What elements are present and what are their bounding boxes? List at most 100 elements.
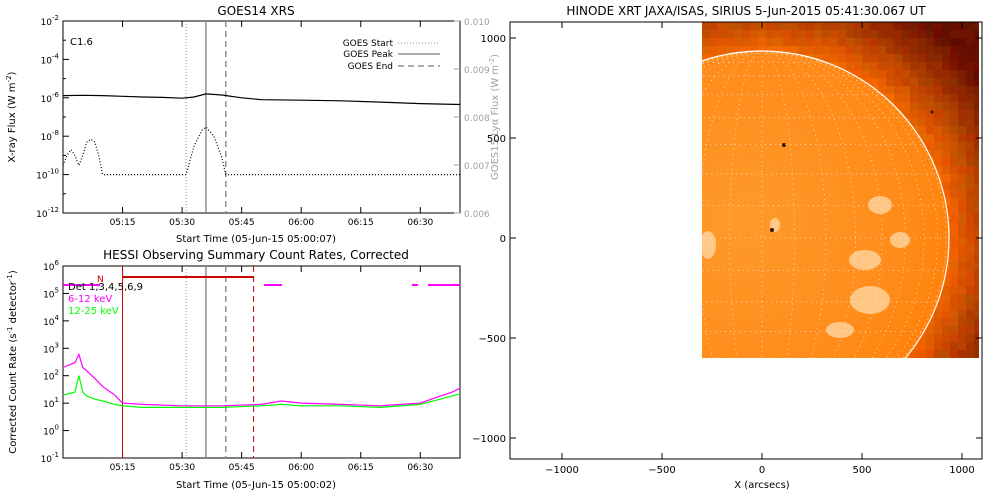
xrt-corona-pixel [966,102,974,110]
xrt-corona-pixel [974,22,979,30]
xrt-corona-pixel [958,270,966,278]
xrt-corona-pixel [838,22,846,30]
xrt-corona-pixel [870,30,878,38]
xrt-corona-pixel [950,54,958,62]
xrt-corona-pixel [950,22,958,30]
xrt-corona-pixel [942,278,950,286]
xrt-corona-pixel [942,158,950,166]
xrt-corona-pixel [926,326,934,334]
xrt-corona-pixel [974,326,979,334]
xrt-corona-pixel [806,30,814,38]
xrt-corona-pixel [862,70,870,78]
xrt-corona-pixel [974,54,979,62]
xrt-corona-pixel [870,38,878,46]
xrt-corona-pixel [918,126,926,134]
xrt-corona-pixel [950,222,958,230]
xrt-corona-pixel [974,190,979,198]
xrt-corona-pixel [878,46,886,54]
xrt-corona-pixel [958,38,966,46]
xrt-corona-pixel [878,62,886,70]
xrt-corona-pixel [894,38,902,46]
xrt-corona-pixel [830,54,838,62]
xrt-corona-pixel [710,30,718,38]
xrt-bright-region [826,322,854,338]
xrt-corona-pixel [958,46,966,54]
xrt-corona-pixel [846,30,854,38]
xrt-corona-pixel [974,166,979,174]
xrt-corona-pixel [966,166,974,174]
xrt-corona-pixel [894,70,902,78]
xrt-corona-pixel [974,142,979,150]
goes-legend: GOES Start GOES Peak GOES End [343,39,440,72]
xrt-corona-pixel [710,46,718,54]
xrt-corona-pixel [870,78,878,86]
xrt-corona-pixel [702,38,710,46]
xrt-corona-pixel [734,46,742,54]
xrt-corona-pixel [950,174,958,182]
xrt-corona-pixel [974,254,979,262]
xrt-corona-pixel [894,54,902,62]
xrt-corona-pixel [806,38,814,46]
xrt-corona-pixel [966,46,974,54]
xrt-corona-pixel [942,142,950,150]
xrt-corona-pixel [782,22,790,30]
hessi-ytick-label: 105 [43,286,59,300]
xrt-corona-pixel [942,78,950,86]
xrt-solar-limb [702,50,950,358]
xrt-corona-pixel [902,110,910,118]
xrt-corona-pixel [918,46,926,54]
xrt-corona-pixel [942,334,950,342]
xrt-corona-pixel [950,94,958,102]
xrt-corona-pixel [822,22,830,30]
xrt-corona-pixel [966,294,974,302]
xrt-corona-pixel [926,150,934,158]
xrt-corona-pixel [958,238,966,246]
xrt-corona-pixel [806,46,814,54]
xrt-corona-pixel [702,22,710,30]
xrt-corona-pixel [718,22,726,30]
xrt-corona-pixel [958,110,966,118]
xrt-corona-pixel [974,182,979,190]
xrt-corona-pixel [950,182,958,190]
xrt-corona-pixel [966,270,974,278]
xrt-corona-pixel [950,150,958,158]
xrt-corona-pixel [942,310,950,318]
xrt-corona-pixel [894,46,902,54]
xrt-corona-pixel [718,30,726,38]
xrt-corona-pixel [958,342,966,350]
xrt-corona-pixel [838,38,846,46]
xrt-corona-pixel [950,254,958,262]
xrt-xtick-label: −1000 [545,465,579,476]
xrt-corona-pixel [750,22,758,30]
xrt-panel: HINODE XRT JAXA/ISAS, SIRIUS 5-Jun-2015 … [472,4,983,491]
xrt-corona-pixel [734,30,742,38]
xrt-corona-pixel [918,54,926,62]
goes-long-channel-line [62,93,461,106]
goes-xlabel: Start Time (05-Jun-15 05:00:07) [176,234,336,245]
goes-right-tick-label: 0.006 [464,210,490,220]
xrt-corona-pixel [790,46,798,54]
xrt-corona-pixel [734,38,742,46]
hessi-axes: 10-1 100 101 102 103 104 105 106 05:15 05:30 05:45… [41,259,434,473]
xrt-corona-pixel [838,62,846,70]
goes-ytick-label: 10-4 [41,52,60,66]
xrt-corona-pixel [958,158,966,166]
xrt-corona-pixel [966,198,974,206]
xrt-corona-pixel [926,22,934,30]
goes-ylabel-left: X-ray Flux (W m-2) [5,71,18,162]
xrt-corona-pixel [966,350,974,358]
xrt-corona-pixel [902,22,910,30]
xrt-corona-pixel [814,38,822,46]
xrt-corona-pixel [726,22,734,30]
xrt-corona-pixel [966,110,974,118]
xrt-corona-pixel [942,190,950,198]
xrt-corona-pixel [726,38,734,46]
xrt-corona-pixel [942,302,950,310]
xrt-corona-pixel [878,54,886,62]
goes-ytick-label: 10-12 [36,206,59,220]
xrt-corona-pixel [878,86,886,94]
xrt-corona-pixel [950,110,958,118]
goes-plot-area [62,21,461,213]
goes-ylabel-right: GOES15 Lyα Flux (W m-2) [488,54,501,180]
xrt-corona-pixel [846,62,854,70]
